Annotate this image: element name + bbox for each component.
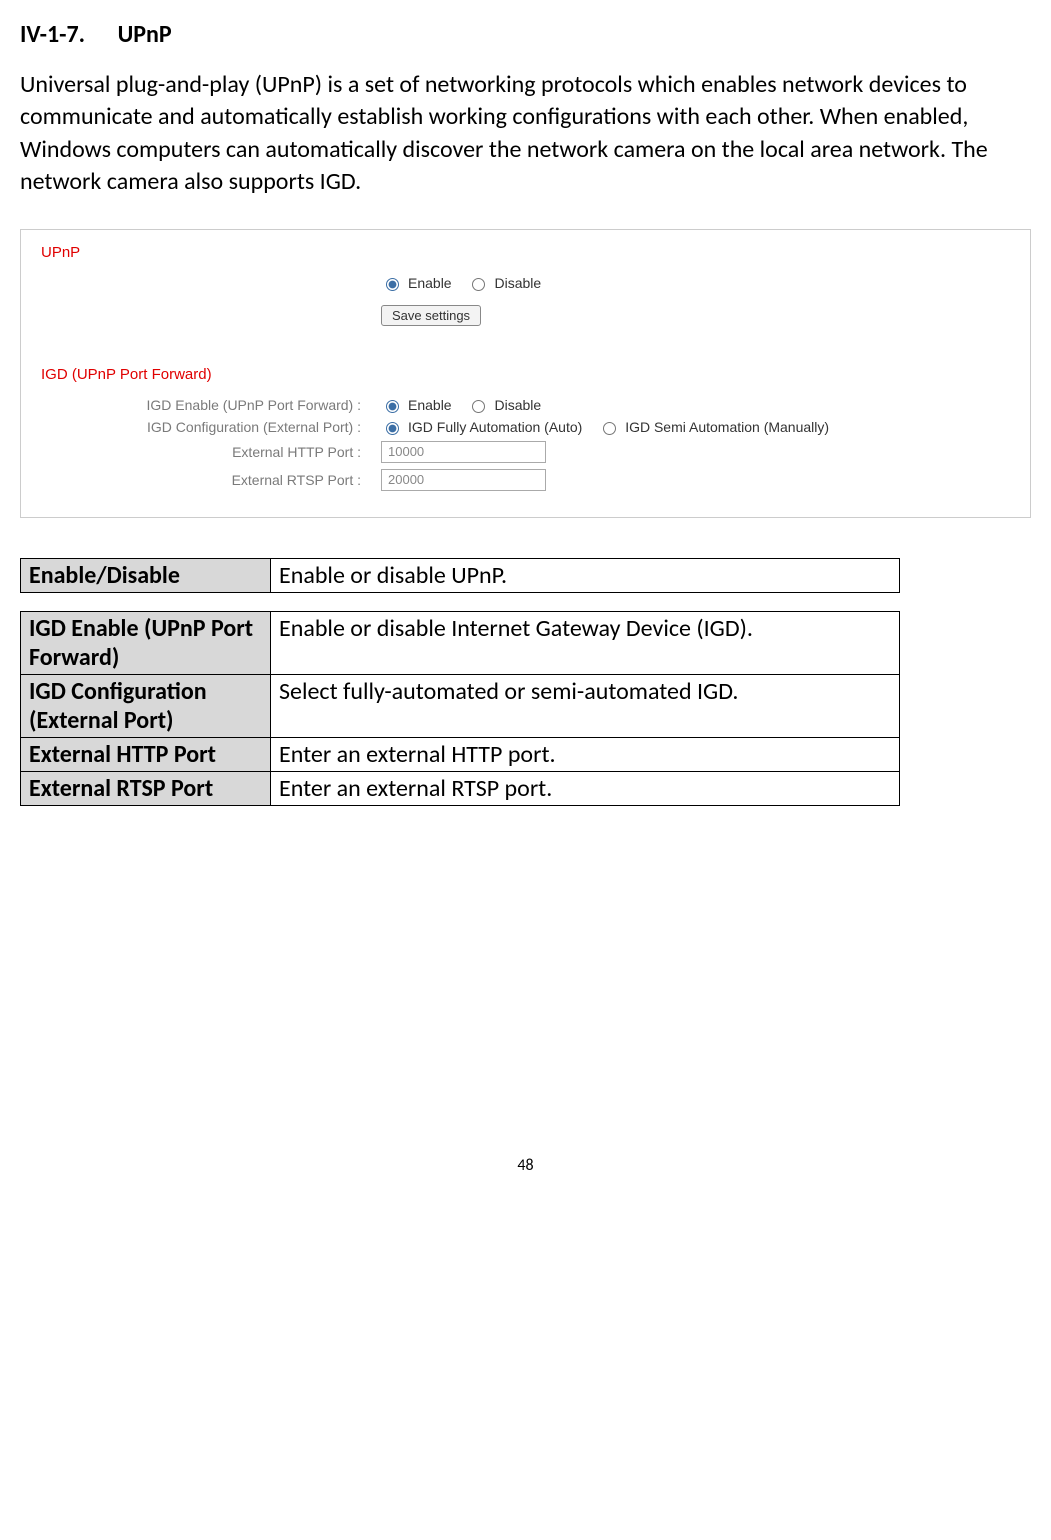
- table-row: Enable/Disable Enable or disable UPnP.: [21, 558, 900, 592]
- t1-h: Enable/Disable: [21, 558, 271, 592]
- t2-r3d: Enter an external HTTP port.: [271, 737, 900, 771]
- igd-disable-radio[interactable]: [472, 400, 485, 413]
- section-number: IV-1-7.: [20, 20, 85, 49]
- upnp-disable-radio[interactable]: [472, 278, 485, 291]
- igd-semi-auto-text: IGD Semi Automation (Manually): [625, 419, 829, 435]
- upnp-enable-radio[interactable]: [386, 278, 399, 291]
- upnp-config-panel: UPnP Enable Disable Save settings IGD (U…: [20, 229, 1031, 518]
- upnp-heading: UPnP: [41, 244, 1010, 261]
- intro-paragraph: Universal plug-and-play (UPnP) is a set …: [20, 69, 1031, 199]
- section-title-text: UPnP: [118, 20, 172, 49]
- table-row: IGD Enable (UPnP Port Forward) Enable or…: [21, 611, 900, 674]
- table-row: IGD Configuration (External Port) Select…: [21, 674, 900, 737]
- igd-semi-auto-radio[interactable]: [603, 422, 616, 435]
- table-row: External HTTP Port Enter an external HTT…: [21, 737, 900, 771]
- igd-enable-text: Enable: [408, 397, 452, 413]
- save-settings-button[interactable]: Save settings: [381, 305, 481, 326]
- rtsp-port-label: External RTSP Port :: [41, 472, 381, 488]
- table-row: External RTSP Port Enter an external RTS…: [21, 771, 900, 805]
- t2-r4d: Enter an external RTSP port.: [271, 771, 900, 805]
- igd-enable-radio[interactable]: [386, 400, 399, 413]
- t2-r1h: IGD Enable (UPnP Port Forward): [21, 611, 271, 674]
- t2-r4h: External RTSP Port: [21, 771, 271, 805]
- desc-table-2: IGD Enable (UPnP Port Forward) Enable or…: [20, 611, 900, 806]
- t2-r2d: Select fully-automated or semi-automated…: [271, 674, 900, 737]
- external-rtsp-port-input[interactable]: [381, 469, 546, 491]
- igd-config-label: IGD Configuration (External Port) :: [41, 419, 381, 435]
- external-http-port-input[interactable]: [381, 441, 546, 463]
- section-heading: IV-1-7. UPnP: [20, 20, 1031, 49]
- t2-r1d: Enable or disable Internet Gateway Devic…: [271, 611, 900, 674]
- t2-r2h: IGD Configuration (External Port): [21, 674, 271, 737]
- upnp-disable-label: Disable: [494, 275, 541, 291]
- igd-heading: IGD (UPnP Port Forward): [41, 366, 1010, 383]
- t1-d: Enable or disable UPnP.: [271, 558, 900, 592]
- igd-full-auto-text: IGD Fully Automation (Auto): [408, 419, 582, 435]
- page-number: 48: [20, 1156, 1031, 1175]
- igd-disable-text: Disable: [494, 397, 541, 413]
- igd-full-auto-radio[interactable]: [386, 422, 399, 435]
- http-port-label: External HTTP Port :: [41, 444, 381, 460]
- desc-table-1: Enable/Disable Enable or disable UPnP.: [20, 558, 900, 593]
- t2-r3h: External HTTP Port: [21, 737, 271, 771]
- igd-enable-label: IGD Enable (UPnP Port Forward) :: [41, 397, 381, 413]
- upnp-enable-label: Enable: [408, 275, 452, 291]
